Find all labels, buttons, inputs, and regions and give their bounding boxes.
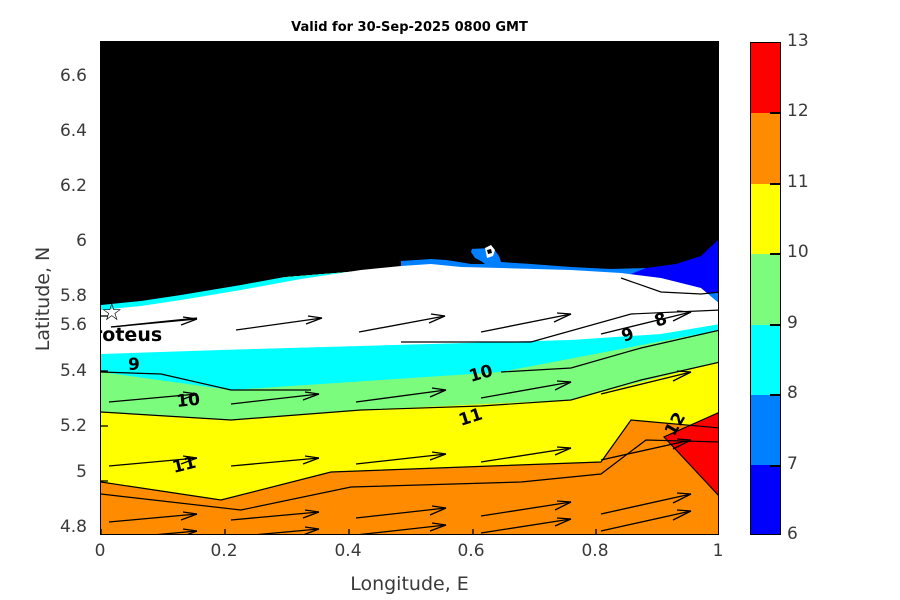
ytick-label: 5.4: [59, 361, 87, 381]
colorbar-band-10-11: [751, 183, 780, 255]
map-plot-area[interactable]: 9 10 11 10 11 9 8 12 ☆ Proteus: [100, 41, 719, 535]
xtick-label: 0: [94, 541, 106, 561]
colorbar-tick-label: 9: [787, 313, 798, 333]
contour-map-svg: 9 10 11 10 11 9 8 12 ☆ Proteus: [101, 42, 718, 534]
ytick-label: 6: [76, 231, 87, 251]
xtick-label: 0.2: [210, 541, 238, 561]
colorbar-tick-label: 13: [787, 31, 809, 51]
colorbar-band-11-12: [751, 113, 780, 184]
ytick-label: 6.4: [59, 121, 87, 141]
colorbar-tick: [770, 183, 781, 185]
ytick-label: 6.2: [59, 176, 87, 196]
colorbar-tick-label: 6: [787, 524, 798, 544]
contour-label: 9: [128, 355, 140, 375]
wind-vector-arrows: [108, 310, 692, 534]
y-axis-label: Latitude, N: [32, 246, 54, 352]
ytick-label: 5.6: [59, 315, 87, 335]
colorbar-tick: [770, 112, 781, 114]
star-icon: ☆: [101, 298, 123, 326]
page-title: Valid for 30-Sep-2025 0800 GMT: [291, 20, 528, 35]
colorbar[interactable]: [750, 42, 781, 535]
contour-label: 10: [175, 390, 201, 412]
colorbar-band-6-7: [751, 465, 780, 534]
contour-lines: [101, 277, 718, 511]
ytick-label: 6.6: [59, 66, 87, 86]
colorbar-band-7-8: [751, 395, 780, 466]
ytick-label: 5: [76, 462, 87, 482]
colorbar-tick-label: 7: [787, 454, 798, 474]
colorbar-tick-label: 8: [787, 383, 798, 403]
landmass: [101, 42, 718, 305]
xtick-label: 0.4: [334, 541, 362, 561]
colorbar-tick: [770, 253, 781, 255]
colorbar-tick: [770, 394, 781, 396]
fill-12-13: [664, 412, 718, 495]
coastline-white-strip: [101, 264, 718, 354]
colorbar-tick-label: 10: [787, 242, 809, 262]
colorbar-tick-label: 12: [787, 101, 809, 121]
xtick-label: 1: [712, 541, 724, 561]
xtick-label: 0.6: [457, 541, 485, 561]
inner-ticks: [101, 63, 597, 534]
ytick-label: 5.8: [59, 286, 87, 306]
colorbar-band-8-9: [751, 324, 780, 395]
colorbar-tick-label: 11: [787, 172, 809, 192]
colorbar-label-wrap: Wind Speed, kts: [700, 0, 900, 600]
colorbar-tick: [770, 324, 781, 326]
colorbar-band-9-10: [751, 254, 780, 325]
colorbar-band-12-13: [751, 43, 780, 114]
ytick-label: 5.2: [59, 416, 87, 436]
x-axis-label: Longitude, E: [350, 573, 469, 595]
station-marker-group[interactable]: ☆ Proteus: [101, 298, 162, 346]
ytick-label: 4.8: [59, 517, 87, 537]
colorbar-tick: [770, 465, 781, 467]
station-label: Proteus: [101, 324, 162, 346]
xtick-label: 0.8: [581, 541, 609, 561]
